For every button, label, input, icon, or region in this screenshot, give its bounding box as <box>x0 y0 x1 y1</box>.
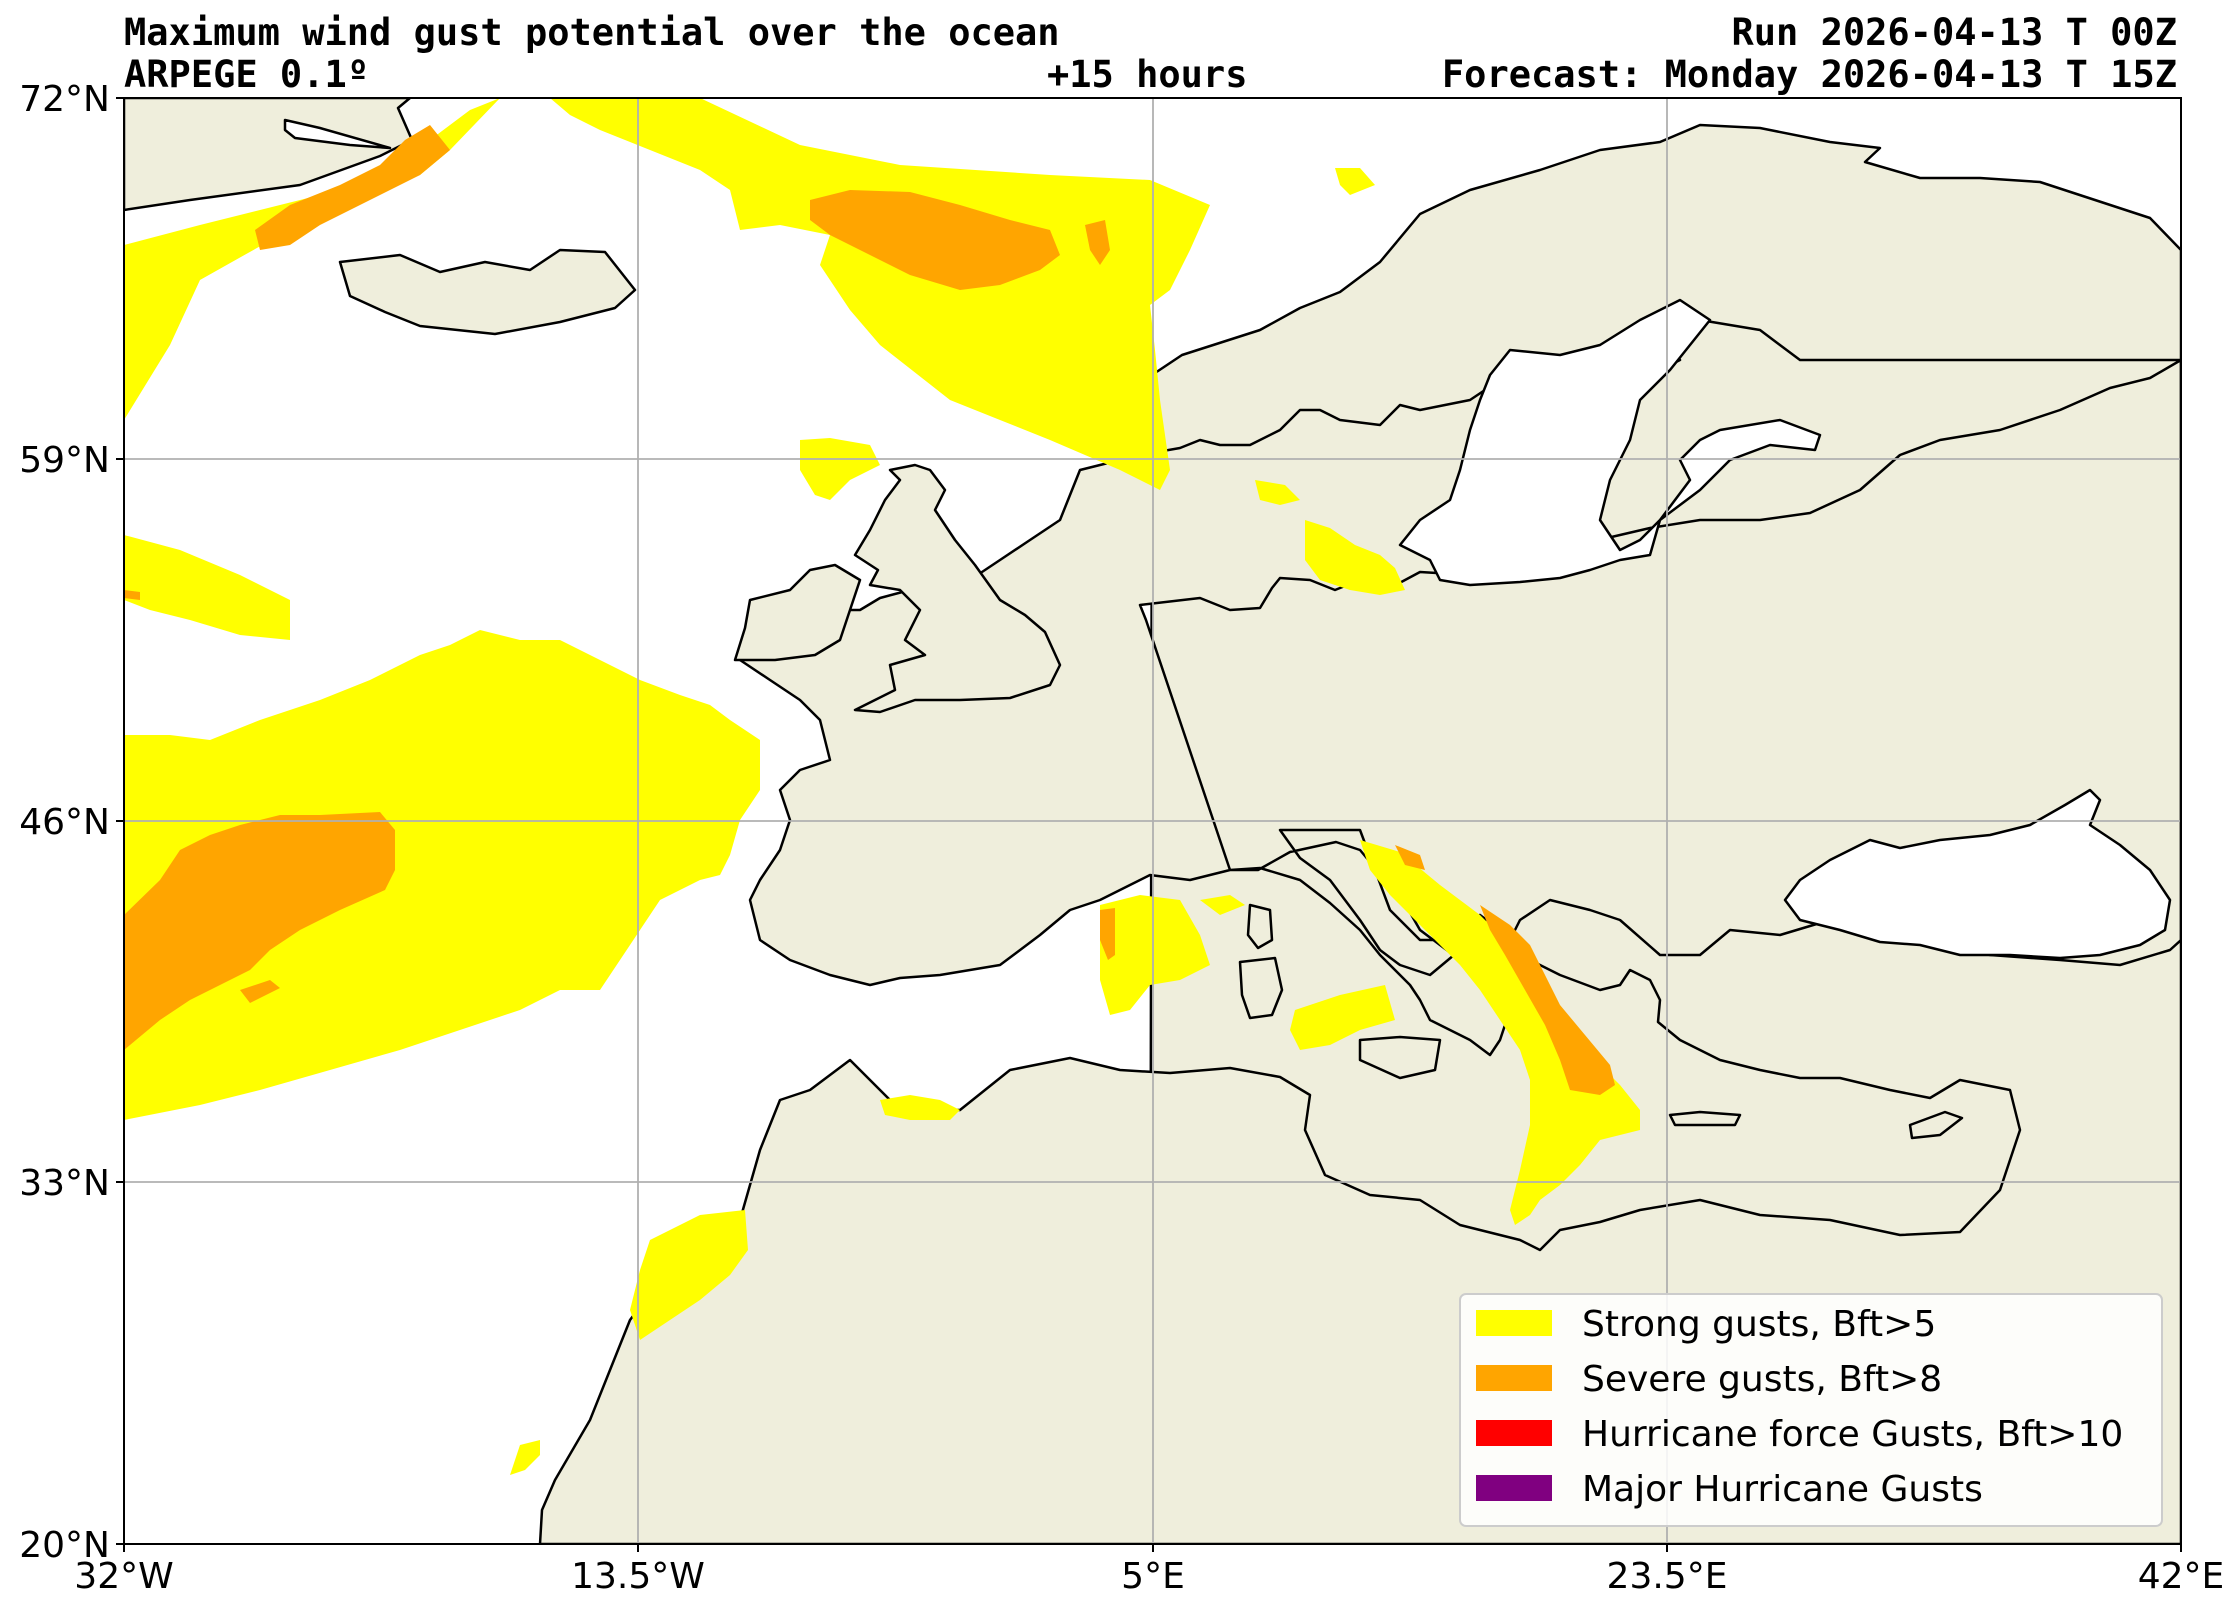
land-iceland <box>338 248 637 336</box>
land-ireland <box>733 563 862 662</box>
legend-swatch-strong <box>1476 1310 1552 1336</box>
land-cyprus <box>1908 1110 1964 1140</box>
lat-label-20: 20°N <box>19 1525 110 1566</box>
land-layer <box>124 98 2181 1544</box>
gust-severe-area <box>1100 908 1115 960</box>
gust-severe-area <box>240 980 280 1003</box>
lon-label-13.5w: 13.5°W <box>571 1556 705 1597</box>
gust-strong-area <box>124 630 760 1120</box>
gust-strong-area <box>1100 895 1210 1015</box>
model-label: ARPEGE 0.1º <box>124 53 370 96</box>
land-greenland-islet <box>283 118 392 150</box>
land-crete <box>1668 1110 1742 1127</box>
gridlines <box>124 98 2181 1544</box>
land-corsica <box>1246 903 1274 950</box>
gust-severe-area <box>124 812 395 1050</box>
tick-marks <box>116 97 2182 1552</box>
gust-strong-area <box>124 535 290 640</box>
gust-strong-area <box>550 98 1210 490</box>
gust-severe-area <box>255 125 450 250</box>
lon-label-23.5e: 23.5°E <box>1607 1556 1728 1597</box>
legend-label-severe: Severe gusts, Bft>8 <box>1582 1359 1942 1400</box>
land-greenland <box>124 98 414 212</box>
lead-time-label: +15 hours <box>1047 53 1248 96</box>
gust-strong-area <box>1255 480 1300 505</box>
legend: Strong gusts, Bft>5 Severe gusts, Bft>8 … <box>1459 1293 2163 1527</box>
land-great-britain <box>853 463 1062 714</box>
lon-label-5e: 5°E <box>1121 1556 1185 1597</box>
gust-strong-area <box>1360 840 1640 1225</box>
gust-severe-area <box>1395 845 1425 870</box>
legend-swatch-severe <box>1476 1365 1552 1391</box>
sea-baltic <box>1398 298 1822 587</box>
legend-label-strong: Strong gusts, Bft>5 <box>1582 1304 1936 1345</box>
gust-severe-area <box>1085 220 1110 265</box>
legend-swatch-major-hurricane <box>1476 1475 1552 1501</box>
legend-label-hurricane: Hurricane force Gusts, Bft>10 <box>1582 1414 2123 1455</box>
land-sardinia <box>1238 956 1284 1020</box>
legend-swatch-hurricane <box>1476 1420 1552 1446</box>
lat-label-59: 59°N <box>19 440 110 481</box>
forecast-label: Forecast: Monday 2026-04-13 T 15Z <box>1441 53 2177 96</box>
gust-severe-area <box>1480 905 1615 1095</box>
gust-areas <box>124 98 1640 1475</box>
lon-label-42e: 42°E <box>2138 1556 2225 1597</box>
gust-strong-area <box>800 438 880 500</box>
lat-label-72: 72°N <box>19 79 110 120</box>
gust-strong-area <box>510 1440 540 1475</box>
gust-severe-area <box>124 590 140 600</box>
lat-label-46: 46°N <box>19 802 110 843</box>
run-label: Run 2026-04-13 T 00Z <box>1731 11 2177 54</box>
gust-strong-area <box>880 1095 960 1120</box>
legend-box <box>1459 1293 2163 1527</box>
land-sicily <box>1358 1035 1442 1080</box>
map-title: Maximum wind gust potential over the oce… <box>124 11 1060 54</box>
gust-strong-area <box>630 1210 748 1340</box>
gust-strong-area <box>1200 895 1245 915</box>
gust-strong-area <box>1290 985 1395 1050</box>
lon-label-32w: 32°W <box>74 1556 173 1597</box>
lat-label-33: 33°N <box>19 1163 110 1204</box>
sea-black-sea <box>1783 788 2172 960</box>
legend-label-major-hurricane: Major Hurricane Gusts <box>1582 1469 1983 1510</box>
gust-strong-area <box>1335 168 1375 195</box>
gust-strong-area <box>1305 520 1405 595</box>
gust-severe-area <box>810 190 1060 290</box>
